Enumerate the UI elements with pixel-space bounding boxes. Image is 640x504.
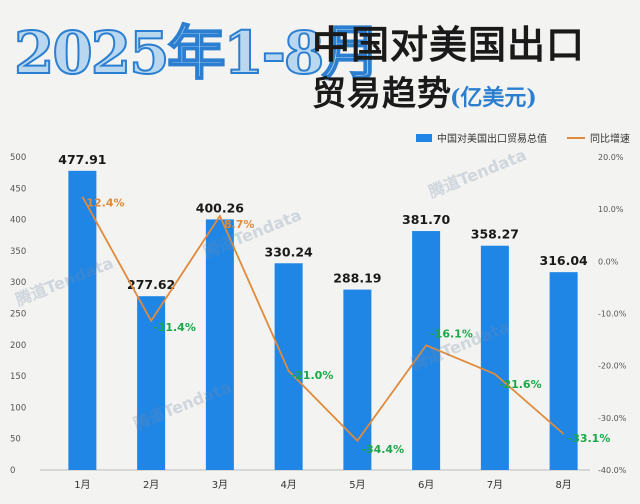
growth-label: 12.4% bbox=[86, 197, 124, 210]
growth-label: -21.0% bbox=[291, 369, 334, 382]
bar-value-label: 316.04 bbox=[540, 253, 589, 268]
y-right-tick-label: 20.0% bbox=[598, 153, 624, 162]
x-tick-label: 7月 bbox=[487, 479, 503, 491]
x-tick-label: 3月 bbox=[212, 479, 228, 491]
x-tick-label: 2月 bbox=[143, 479, 159, 491]
legend-item-bar: 中国对美国出口贸易总值 bbox=[416, 130, 547, 145]
x-tick-label: 4月 bbox=[280, 479, 296, 491]
chart-title-line2: 贸易趋势 bbox=[312, 74, 452, 114]
chart-legend: 中国对美国出口贸易总值 同比增速 bbox=[402, 130, 630, 145]
chart-header: 2025年1-8月 中国对美国出口 贸易趋势 (亿美元) bbox=[0, 0, 640, 120]
y-right-tick-label: -10.0% bbox=[598, 310, 627, 319]
y-right-tick-label: -20.0% bbox=[598, 362, 627, 371]
bar-value-label: 400.26 bbox=[196, 200, 245, 215]
legend-item-line: 同比增速 bbox=[567, 130, 630, 145]
growth-label: 8.7% bbox=[224, 218, 255, 231]
y-left-tick-label: 450 bbox=[10, 184, 26, 194]
y-right-tick-label: -40.0% bbox=[598, 466, 627, 475]
legend-bar-swatch bbox=[416, 133, 432, 142]
bar bbox=[68, 170, 97, 470]
x-tick-label: 1月 bbox=[74, 479, 90, 491]
bar bbox=[549, 272, 578, 470]
bar bbox=[137, 296, 166, 470]
growth-line bbox=[81, 196, 565, 443]
y-right-tick-label: -30.0% bbox=[598, 414, 627, 423]
bar-value-label: 358.27 bbox=[471, 227, 519, 242]
y-left-tick-label: 100 bbox=[10, 403, 26, 413]
y-right-tick-label: 0.0% bbox=[598, 257, 619, 266]
growth-label: -34.4% bbox=[361, 443, 404, 456]
x-tick-label: 5月 bbox=[349, 479, 365, 491]
bar bbox=[274, 263, 303, 470]
y-right-tick-label: 10.0% bbox=[598, 205, 624, 214]
growth-label: -21.6% bbox=[499, 378, 542, 391]
bar-value-label: 477.91 bbox=[58, 152, 106, 167]
y-left-tick-label: 200 bbox=[10, 341, 26, 351]
growth-label: -33.1% bbox=[568, 432, 611, 445]
y-left-tick-label: 350 bbox=[10, 247, 26, 257]
bar-value-label: 381.70 bbox=[402, 212, 451, 227]
y-left-tick-label: 0 bbox=[10, 466, 15, 476]
x-tick-label: 8月 bbox=[555, 479, 571, 491]
y-left-tick-label: 400 bbox=[10, 216, 26, 226]
bar-value-label: 330.24 bbox=[265, 244, 314, 259]
legend-bar-label: 中国对美国出口贸易总值 bbox=[437, 134, 547, 145]
growth-label: -11.4% bbox=[153, 321, 196, 334]
x-tick-label: 6月 bbox=[418, 479, 434, 491]
bar bbox=[412, 231, 441, 470]
y-left-tick-label: 300 bbox=[10, 278, 26, 288]
y-left-tick-label: 150 bbox=[10, 372, 26, 382]
growth-label: -16.1% bbox=[430, 327, 473, 340]
chart-title-line1: 中国对美国出口 bbox=[312, 22, 586, 67]
chart-title-unit: (亿美元) bbox=[450, 85, 537, 111]
legend-line-label: 同比增速 bbox=[590, 134, 630, 145]
period-title: 2025年1-8月 bbox=[13, 18, 381, 88]
bar bbox=[205, 219, 234, 470]
legend-line-swatch bbox=[567, 136, 585, 139]
y-left-tick-label: 250 bbox=[10, 310, 26, 320]
y-left-tick-label: 500 bbox=[10, 153, 26, 163]
bar bbox=[480, 245, 509, 470]
y-left-tick-label: 50 bbox=[10, 435, 21, 445]
bar-value-label: 277.62 bbox=[127, 277, 175, 292]
bar-value-label: 288.19 bbox=[333, 271, 381, 286]
